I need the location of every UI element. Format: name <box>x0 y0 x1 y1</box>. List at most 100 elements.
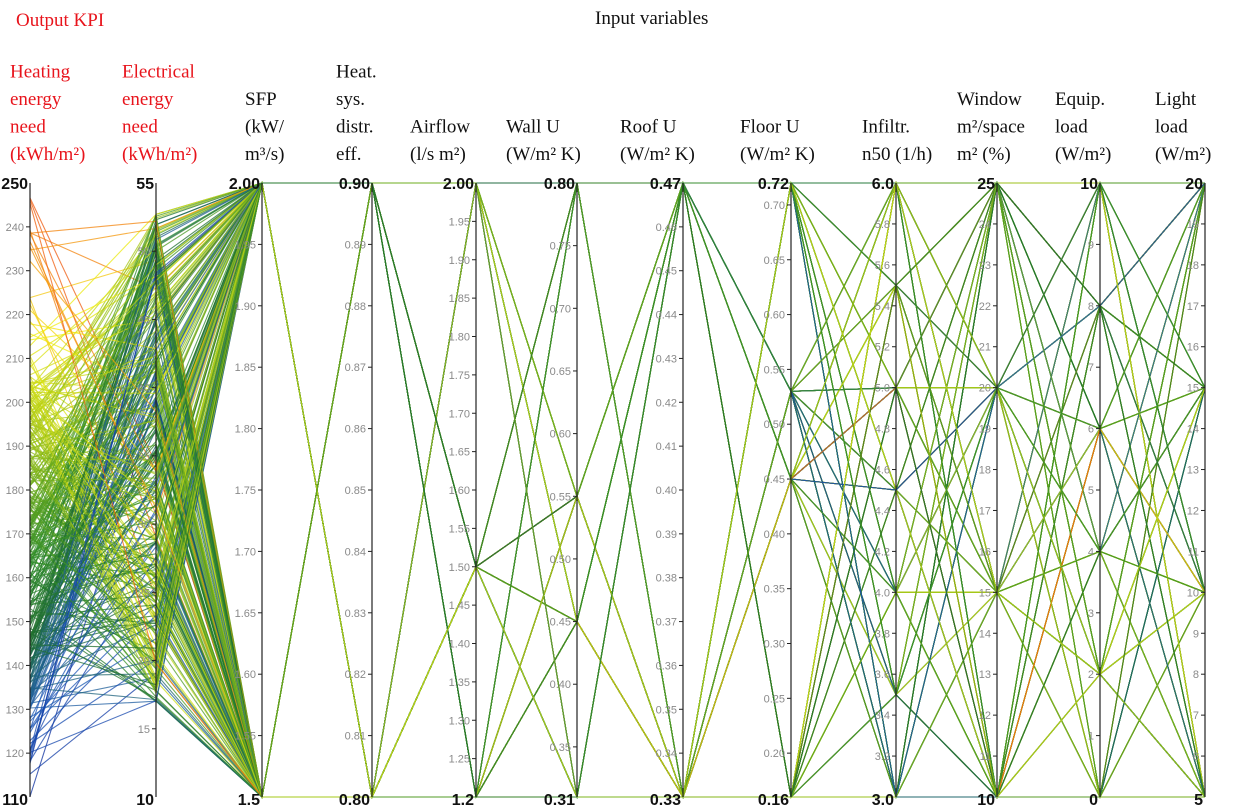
tick-label: 21 <box>979 342 991 354</box>
tick-label: 1.55 <box>449 523 470 535</box>
tick-label: 0.41 <box>656 441 677 453</box>
tick-label: 19 <box>979 424 991 436</box>
tick-label: 13 <box>1187 465 1199 477</box>
tick-label: 1.45 <box>449 600 470 612</box>
tick-label: 1.75 <box>449 370 470 382</box>
axis-heating-energy-need-kwh-m: 120 130 140 150 160 170 180 190 200 210 220 230 240 2… <box>1 176 31 809</box>
axis-light-load-w-m: 6 7 8 9 10 11 12 13 14 15 16 17 18 19 20 5 <box>1185 176 1206 809</box>
tick-label: 16 <box>1187 342 1199 354</box>
tick-label: 3.2 <box>875 751 890 763</box>
tick-label: 5 <box>1088 485 1094 497</box>
tick-label: 0.87 <box>345 362 366 374</box>
tick-label: 1.65 <box>235 608 256 620</box>
tick-label: 240 <box>6 222 24 234</box>
tick-label: 0.34 <box>656 748 677 760</box>
tick-label: 170 <box>6 529 24 541</box>
tick-label: 5.8 <box>875 219 890 231</box>
tick-label: 0.35 <box>764 584 785 596</box>
tick-label: 4.6 <box>875 465 890 477</box>
tick-label: 3.6 <box>875 669 890 681</box>
tick-label: 3.4 <box>875 710 890 722</box>
tick-label: 0.38 <box>656 573 677 585</box>
axis-min-label: 10 <box>977 792 995 809</box>
data-line <box>29 182 1205 798</box>
axis-max-label: 6.0 <box>872 176 894 193</box>
tick-label: 17 <box>979 505 991 517</box>
axis-title-floor-u-w-m-k: Floor U (W/m² K) <box>740 117 815 166</box>
tick-label: 25 <box>138 587 150 599</box>
tick-label: 1.60 <box>235 669 256 681</box>
axis-title-window-m-space-m: Window m²/space m² (%) <box>957 89 1025 165</box>
axis-heat-sys-distr-eff: 0.81 0.82 0.83 0.84 0.85 0.86 0.87 0.88 0.89 0.90… <box>339 176 373 809</box>
tick-label: 1.70 <box>235 546 256 558</box>
tick-label: 0.75 <box>550 241 571 253</box>
tick-label: 5.6 <box>875 260 890 272</box>
tick-label: 200 <box>6 397 24 409</box>
tick-label: 0.55 <box>550 491 571 503</box>
tick-label: 1.55 <box>235 731 256 743</box>
axis-min-label: 0.33 <box>650 792 681 809</box>
tick-label: 230 <box>6 266 24 278</box>
tick-label: 150 <box>6 617 24 629</box>
tick-label: 19 <box>1187 219 1199 231</box>
axis-min-label: 0.16 <box>758 792 789 809</box>
axis-max-label: 20 <box>1185 176 1203 193</box>
tick-label: 1.85 <box>449 293 470 305</box>
tick-label: 0.60 <box>550 429 571 441</box>
tick-label: 0.25 <box>764 693 785 705</box>
tick-label: 1.30 <box>449 715 470 727</box>
tick-label: 15 <box>138 724 150 736</box>
tick-label: 1.95 <box>235 239 256 251</box>
tick-label: 40 <box>138 383 150 395</box>
tick-label: 0.50 <box>764 419 785 431</box>
tick-label: 190 <box>6 441 24 453</box>
tick-label: 1.35 <box>449 677 470 689</box>
tick-label: 0.37 <box>656 617 677 629</box>
axis-title-airflow-l-s-m: Airflow (l/s m²) <box>410 117 470 166</box>
data-line <box>29 181 1206 798</box>
tick-label: 9 <box>1193 628 1199 640</box>
axis-infiltr-n50-1-h: 3.2 3.4 3.6 3.8 4.0 4.2 4.4 4.6 4.8 5.0 5.2 5.4 5.6 5… <box>872 176 897 809</box>
tick-label: 1.80 <box>235 424 256 436</box>
tick-label: 4.8 <box>875 424 890 436</box>
tick-label: 0.40 <box>764 529 785 541</box>
tick-label: 0.81 <box>345 731 366 743</box>
tick-label: 0.42 <box>656 397 677 409</box>
axis-min-label: 1.2 <box>452 792 474 809</box>
tick-label: 15 <box>1187 383 1199 395</box>
axis-wall-u-w-m-k: 0.35 0.40 0.45 0.50 0.55 0.60 0.65 0.70 0.75 0.80… <box>544 176 578 809</box>
axis-title-sfp-kw-m-s: SFP (kW/m³/s) <box>245 89 285 165</box>
tick-label: 0.86 <box>345 424 366 436</box>
tick-label: 15 <box>979 587 991 599</box>
tick-label: 4.4 <box>875 505 890 517</box>
tick-label: 0.40 <box>656 485 677 497</box>
tick-label: 0.36 <box>656 660 677 672</box>
tick-label: 8 <box>1088 301 1094 313</box>
data-line <box>29 182 1206 799</box>
tick-label: 20 <box>979 383 991 395</box>
tick-label: 1 <box>1088 731 1094 743</box>
tick-label: 18 <box>979 465 991 477</box>
tick-label: 8 <box>1193 669 1199 681</box>
tick-label: 1.90 <box>449 255 470 267</box>
data-line <box>29 182 1206 798</box>
axis-max-label: 0.80 <box>544 176 575 193</box>
tick-label: 5.2 <box>875 342 890 354</box>
tick-label: 1.25 <box>449 754 470 766</box>
axis-max-label: 2.00 <box>443 176 474 193</box>
axis-min-label: 110 <box>2 792 28 809</box>
axis-max-label: 55 <box>136 176 154 193</box>
tick-label: 16 <box>979 546 991 558</box>
tick-label: 7 <box>1193 710 1199 722</box>
axis-roof-u-w-m-k: 0.34 0.35 0.36 0.37 0.38 0.39 0.40 0.41 0.42 0.43… <box>650 176 684 809</box>
axis-min-label: 0 <box>1089 792 1098 809</box>
tick-label: 0.83 <box>345 608 366 620</box>
axis-max-label: 0.90 <box>339 176 370 193</box>
tick-label: 180 <box>6 485 24 497</box>
tick-label: 18 <box>1187 260 1199 272</box>
tick-label: 1.80 <box>449 332 470 344</box>
axis-min-label: 3.0 <box>872 792 894 809</box>
tick-label: 0.30 <box>764 639 785 651</box>
input-variables-heading: Input variables <box>595 8 708 29</box>
tick-label: 0.43 <box>656 353 677 365</box>
